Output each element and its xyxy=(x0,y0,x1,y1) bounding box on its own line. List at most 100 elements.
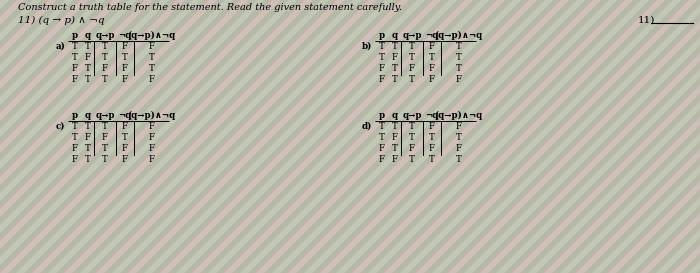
Text: F: F xyxy=(379,155,384,164)
Text: F: F xyxy=(122,42,128,51)
Polygon shape xyxy=(0,0,217,273)
Text: T: T xyxy=(409,133,415,142)
Polygon shape xyxy=(448,0,700,273)
Text: F: F xyxy=(102,133,108,142)
Polygon shape xyxy=(0,0,105,273)
Text: p: p xyxy=(71,31,78,40)
Polygon shape xyxy=(0,0,137,273)
Polygon shape xyxy=(608,0,700,273)
Polygon shape xyxy=(144,0,425,273)
Text: T: T xyxy=(122,53,128,62)
Text: F: F xyxy=(379,64,384,73)
Text: F: F xyxy=(429,64,435,73)
Text: ¬q: ¬q xyxy=(426,31,439,40)
Text: 11) (q → p) ∧ ¬q: 11) (q → p) ∧ ¬q xyxy=(18,16,104,25)
Polygon shape xyxy=(0,0,153,273)
Text: T: T xyxy=(391,144,398,153)
Text: T: T xyxy=(409,53,415,62)
Polygon shape xyxy=(368,0,649,273)
Text: T: T xyxy=(102,122,108,131)
Text: T: T xyxy=(102,144,108,153)
Polygon shape xyxy=(48,0,329,273)
Polygon shape xyxy=(0,0,249,273)
Polygon shape xyxy=(0,0,169,273)
Text: p: p xyxy=(71,111,78,120)
Text: T: T xyxy=(409,155,415,164)
Text: T: T xyxy=(148,64,155,73)
Polygon shape xyxy=(560,0,700,273)
Text: T: T xyxy=(85,122,90,131)
Polygon shape xyxy=(0,0,73,273)
Text: T: T xyxy=(456,42,461,51)
Polygon shape xyxy=(128,0,409,273)
Text: T: T xyxy=(391,122,398,131)
Polygon shape xyxy=(240,0,521,273)
Text: F: F xyxy=(148,155,155,164)
Text: T: T xyxy=(409,42,415,51)
Text: F: F xyxy=(148,42,155,51)
Polygon shape xyxy=(0,0,121,273)
Text: ¬q: ¬q xyxy=(118,111,132,120)
Polygon shape xyxy=(464,0,700,273)
Text: F: F xyxy=(122,75,128,84)
Text: T: T xyxy=(71,42,78,51)
Text: T: T xyxy=(148,53,155,62)
Polygon shape xyxy=(0,0,41,273)
Polygon shape xyxy=(64,0,345,273)
Text: q: q xyxy=(85,31,90,40)
Text: ¬q: ¬q xyxy=(118,31,132,40)
Polygon shape xyxy=(384,0,665,273)
Polygon shape xyxy=(0,0,281,273)
Polygon shape xyxy=(496,0,700,273)
Text: F: F xyxy=(391,155,398,164)
Polygon shape xyxy=(528,0,700,273)
Text: F: F xyxy=(71,144,78,153)
Text: T: T xyxy=(85,75,90,84)
Text: F: F xyxy=(391,53,398,62)
Polygon shape xyxy=(80,0,361,273)
Text: T: T xyxy=(379,53,384,62)
Polygon shape xyxy=(352,0,633,273)
Text: F: F xyxy=(379,144,384,153)
Text: F: F xyxy=(122,144,128,153)
Text: a): a) xyxy=(55,42,65,51)
Text: 11): 11) xyxy=(638,16,655,25)
Text: q: q xyxy=(391,111,398,120)
Polygon shape xyxy=(160,0,441,273)
Text: F: F xyxy=(71,155,78,164)
Text: T: T xyxy=(102,155,108,164)
Polygon shape xyxy=(416,0,697,273)
Text: F: F xyxy=(409,64,415,73)
Polygon shape xyxy=(0,0,233,273)
Text: T: T xyxy=(391,75,398,84)
Text: F: F xyxy=(102,64,108,73)
Text: F: F xyxy=(409,144,415,153)
Polygon shape xyxy=(0,0,201,273)
Text: F: F xyxy=(71,64,78,73)
Text: (q→p)∧¬q: (q→p)∧¬q xyxy=(127,111,176,120)
Text: F: F xyxy=(148,75,155,84)
Text: p: p xyxy=(379,111,384,120)
Text: T: T xyxy=(429,155,435,164)
Text: q: q xyxy=(85,111,90,120)
Text: F: F xyxy=(456,75,461,84)
Text: T: T xyxy=(379,42,384,51)
Text: T: T xyxy=(391,42,398,51)
Text: T: T xyxy=(122,133,128,142)
Polygon shape xyxy=(592,0,700,273)
Text: ¬q: ¬q xyxy=(426,111,439,120)
Polygon shape xyxy=(624,0,700,273)
Polygon shape xyxy=(480,0,700,273)
Text: T: T xyxy=(71,133,78,142)
Text: F: F xyxy=(429,122,435,131)
Text: F: F xyxy=(122,155,128,164)
Text: (q→p)∧¬q: (q→p)∧¬q xyxy=(435,31,482,40)
Text: T: T xyxy=(379,133,384,142)
Polygon shape xyxy=(400,0,681,273)
Polygon shape xyxy=(432,0,700,273)
Text: q: q xyxy=(391,31,398,40)
Polygon shape xyxy=(336,0,617,273)
Text: F: F xyxy=(148,144,155,153)
Text: T: T xyxy=(429,53,435,62)
Text: F: F xyxy=(122,122,128,131)
